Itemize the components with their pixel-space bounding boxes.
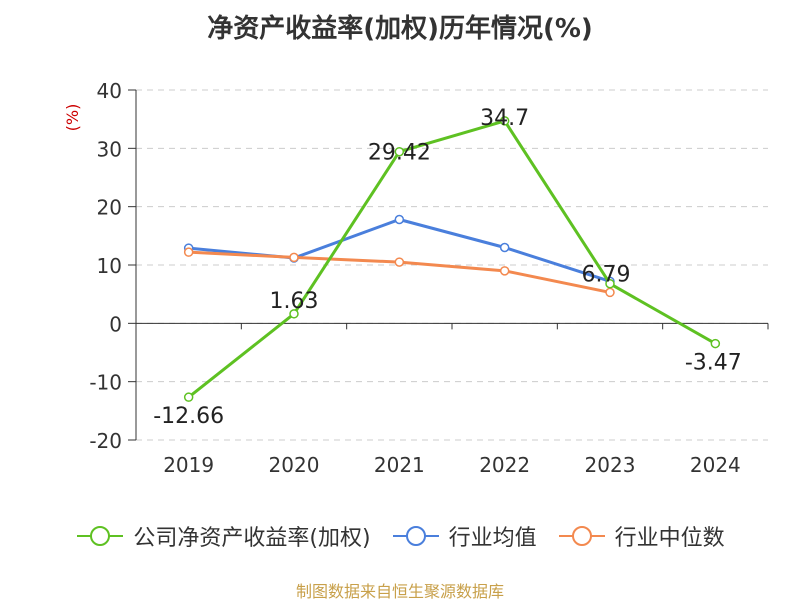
series-line — [187, 119, 717, 399]
data-label: 6.79 — [582, 263, 631, 288]
data-point — [183, 247, 194, 257]
y-tick-label: -10 — [89, 371, 122, 395]
data-point — [710, 338, 721, 349]
data-point — [394, 146, 405, 157]
legend-item-industry-median[interactable]: 行业中位数 — [557, 520, 725, 552]
data-point — [499, 116, 510, 126]
data-point — [394, 214, 405, 225]
x-tick-label: 2024 — [690, 453, 741, 477]
y-tick-label: 10 — [97, 254, 122, 278]
data-point — [499, 266, 510, 276]
x-tick-label: 2022 — [479, 453, 530, 477]
data-point — [289, 252, 299, 263]
x-tick-label: 2023 — [585, 453, 636, 477]
data-point — [183, 392, 194, 402]
y-tick-label: 0 — [109, 312, 122, 336]
data-point — [289, 309, 299, 319]
legend-label: 公司净资产收益率(加权) — [133, 526, 371, 551]
data-point — [605, 287, 615, 298]
data-point — [394, 257, 405, 267]
x-tick-label: 2021 — [374, 453, 425, 477]
data-label: -12.66 — [153, 404, 224, 429]
data-label: 1.63 — [270, 289, 319, 314]
chart-title: 净资产收益率(加权)历年情况(%) — [207, 14, 593, 44]
data-point — [605, 278, 615, 289]
data-label: -3.47 — [685, 351, 742, 376]
legend: 公司净资产收益率(加权) 行业均值 行业中位数 — [0, 520, 800, 552]
legend-item-company[interactable]: 公司净资产收益率(加权) — [75, 520, 371, 552]
x-tick-label: 2020 — [269, 453, 320, 477]
data-label: 29.42 — [368, 141, 431, 166]
y-tick-label: -20 — [89, 429, 122, 453]
legend-item-industry-mean[interactable]: 行业均值 — [391, 520, 537, 552]
y-tick-label: 30 — [97, 137, 122, 161]
legend-line-marker-icon — [77, 526, 124, 546]
source-note: 制图数据来自恒生聚源数据库 — [295, 582, 504, 601]
legend-line-marker-icon — [558, 526, 605, 546]
legend-label: 行业均值 — [448, 526, 537, 551]
data-label: 34.7 — [480, 106, 529, 131]
x-tick-label: 2019 — [163, 453, 214, 477]
legend-line-marker-icon — [392, 526, 439, 546]
data-point — [499, 242, 510, 253]
series-line — [188, 217, 611, 283]
y-axis-label: (%) — [63, 104, 82, 132]
y-tick-label: 40 — [97, 79, 122, 103]
legend-label: 行业中位数 — [614, 526, 725, 551]
y-tick-label: 20 — [97, 196, 122, 220]
